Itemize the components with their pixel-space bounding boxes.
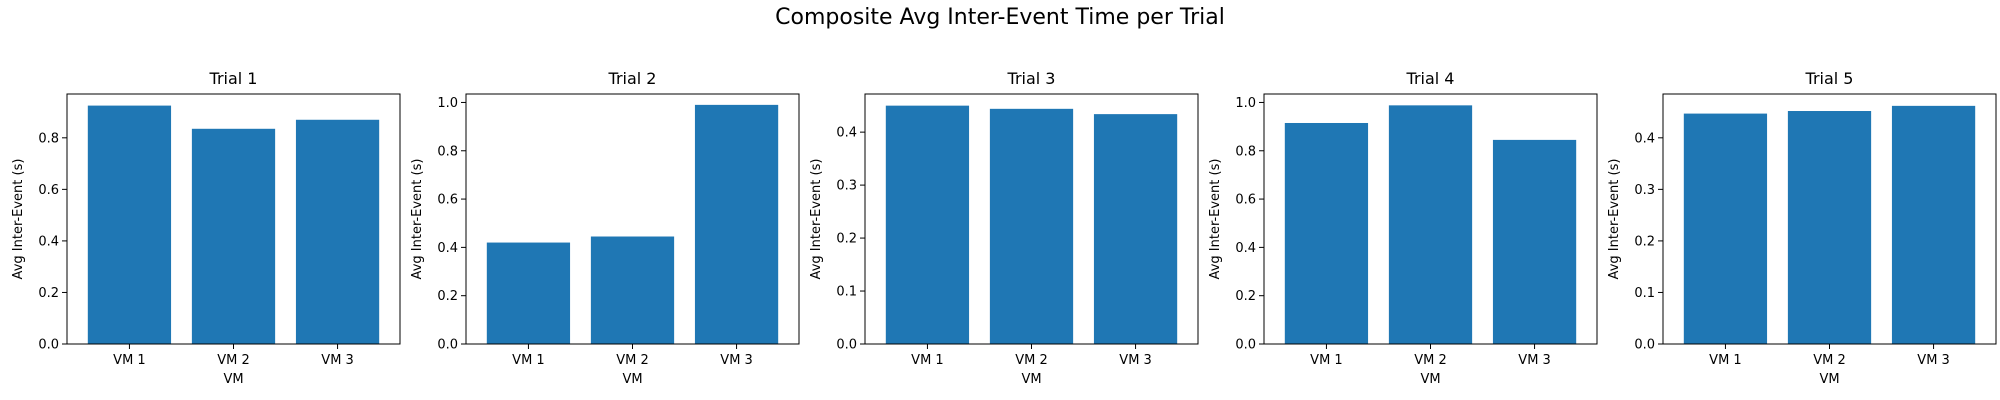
y-axis-label: Avg Inter-Event (s) — [809, 159, 824, 280]
bar-2 — [590, 236, 675, 344]
y-tick-label: 0.2 — [1235, 289, 1256, 304]
bar-3 — [1891, 105, 1976, 344]
x-tick-label: VM 1 — [1310, 353, 1343, 368]
y-tick-label: 0.8 — [38, 131, 59, 146]
chart-panel-1: 0.0 0.2 0.4 0.6 0.8 VM 1 VM 2 VM 3 Trial 1 VM Avg … — [11, 69, 401, 387]
chart-title: Trial 2 — [608, 69, 657, 88]
y-tick-label: 0.2 — [437, 289, 458, 304]
chart-panel-2: 0.0 0.2 0.4 0.6 0.8 1.0 VM 1 VM 2 VM 3 Trial 2 VM A… — [410, 69, 800, 387]
y-tick-label: 1.0 — [1235, 96, 1256, 111]
y-tick-label: 0.1 — [836, 285, 857, 300]
charts-container: 0.0 0.2 0.4 0.6 0.8 VM 1 VM 2 VM 3 Trial 1 VM Avg … — [11, 69, 1997, 387]
y-tick-label: 0.6 — [437, 193, 458, 208]
figure-title: Composite Avg Inter-Event Time per Trial — [775, 5, 1225, 30]
y-axis-label: Avg Inter-Event (s) — [1208, 159, 1223, 280]
y-axis-label: Avg Inter-Event (s) — [410, 159, 425, 280]
bar-1 — [1284, 122, 1369, 345]
x-tick-label: VM 1 — [911, 353, 944, 368]
bar-2 — [191, 128, 276, 344]
y-tick-label: 0.0 — [437, 338, 458, 353]
y-tick-label: 0.6 — [38, 183, 59, 198]
bar-1 — [486, 242, 571, 344]
x-tick-label: VM 1 — [113, 353, 146, 368]
bar-1 — [1683, 113, 1768, 344]
x-tick-label: VM 3 — [1917, 353, 1950, 368]
chart-title: Trial 5 — [1805, 69, 1854, 88]
x-tick-label: VM 3 — [720, 353, 753, 368]
y-tick-label: 0.0 — [836, 338, 857, 353]
x-axis-label: VM — [1819, 372, 1839, 387]
y-tick-label: 0.4 — [836, 126, 857, 141]
y-tick-label: 0.2 — [836, 232, 857, 247]
y-tick-label: 0.3 — [836, 179, 857, 194]
y-tick-label: 0.0 — [38, 338, 59, 353]
bar-3 — [1093, 114, 1178, 344]
y-tick-label: 0.4 — [38, 234, 59, 249]
x-axis-label: VM — [223, 372, 243, 387]
bar-3 — [295, 119, 380, 345]
y-tick-label: 0.2 — [38, 286, 59, 301]
x-tick-label: VM 3 — [1119, 353, 1152, 368]
chart-title: Trial 1 — [209, 69, 258, 88]
bar-2 — [1787, 111, 1872, 344]
y-axis-label: Avg Inter-Event (s) — [1607, 159, 1622, 280]
chart-panel-3: 0.0 0.1 0.2 0.3 0.4 VM 1 VM 2 VM 3 Trial 3 VM Avg … — [809, 69, 1199, 387]
chart-title: Trial 3 — [1007, 69, 1056, 88]
y-tick-label: 0.0 — [1634, 338, 1655, 353]
chart-panel-4: 0.0 0.2 0.4 0.6 0.8 1.0 VM 1 VM 2 VM 3 Trial 4 VM A… — [1208, 69, 1598, 387]
x-tick-label: VM 2 — [217, 353, 250, 368]
x-tick-label: VM 2 — [616, 353, 649, 368]
chart-panel-5: 0.0 0.1 0.2 0.3 0.4 VM 1 VM 2 VM 3 Trial 5 VM Avg … — [1607, 69, 1997, 387]
y-tick-label: 0.6 — [1235, 193, 1256, 208]
y-tick-label: 0.4 — [437, 241, 458, 256]
y-tick-label: 0.8 — [437, 144, 458, 159]
x-tick-label: VM 3 — [321, 353, 354, 368]
y-tick-label: 0.0 — [1235, 338, 1256, 353]
x-tick-label: VM 2 — [1813, 353, 1846, 368]
y-tick-label: 0.4 — [1235, 241, 1256, 256]
x-tick-label: VM 2 — [1414, 353, 1447, 368]
bar-1 — [885, 105, 970, 345]
x-tick-label: VM 1 — [1709, 353, 1742, 368]
chart-title: Trial 4 — [1406, 69, 1455, 88]
x-tick-label: VM 1 — [512, 353, 545, 368]
y-tick-label: 1.0 — [437, 96, 458, 111]
y-axis-label: Avg Inter-Event (s) — [11, 159, 26, 280]
x-tick-label: VM 2 — [1015, 353, 1048, 368]
y-tick-label: 0.3 — [1634, 183, 1655, 198]
x-axis-label: VM — [1420, 372, 1440, 387]
bar-3 — [694, 104, 779, 345]
y-tick-label: 0.8 — [1235, 144, 1256, 159]
y-tick-label: 0.4 — [1634, 131, 1655, 146]
bar-3 — [1492, 139, 1577, 344]
bar-1 — [87, 105, 172, 344]
bar-2 — [1388, 105, 1473, 344]
x-tick-label: VM 3 — [1518, 353, 1551, 368]
x-axis-label: VM — [622, 372, 642, 387]
y-tick-label: 0.2 — [1634, 234, 1655, 249]
y-tick-label: 0.1 — [1634, 286, 1655, 301]
bar-2 — [989, 108, 1074, 344]
x-axis-label: VM — [1021, 372, 1041, 387]
